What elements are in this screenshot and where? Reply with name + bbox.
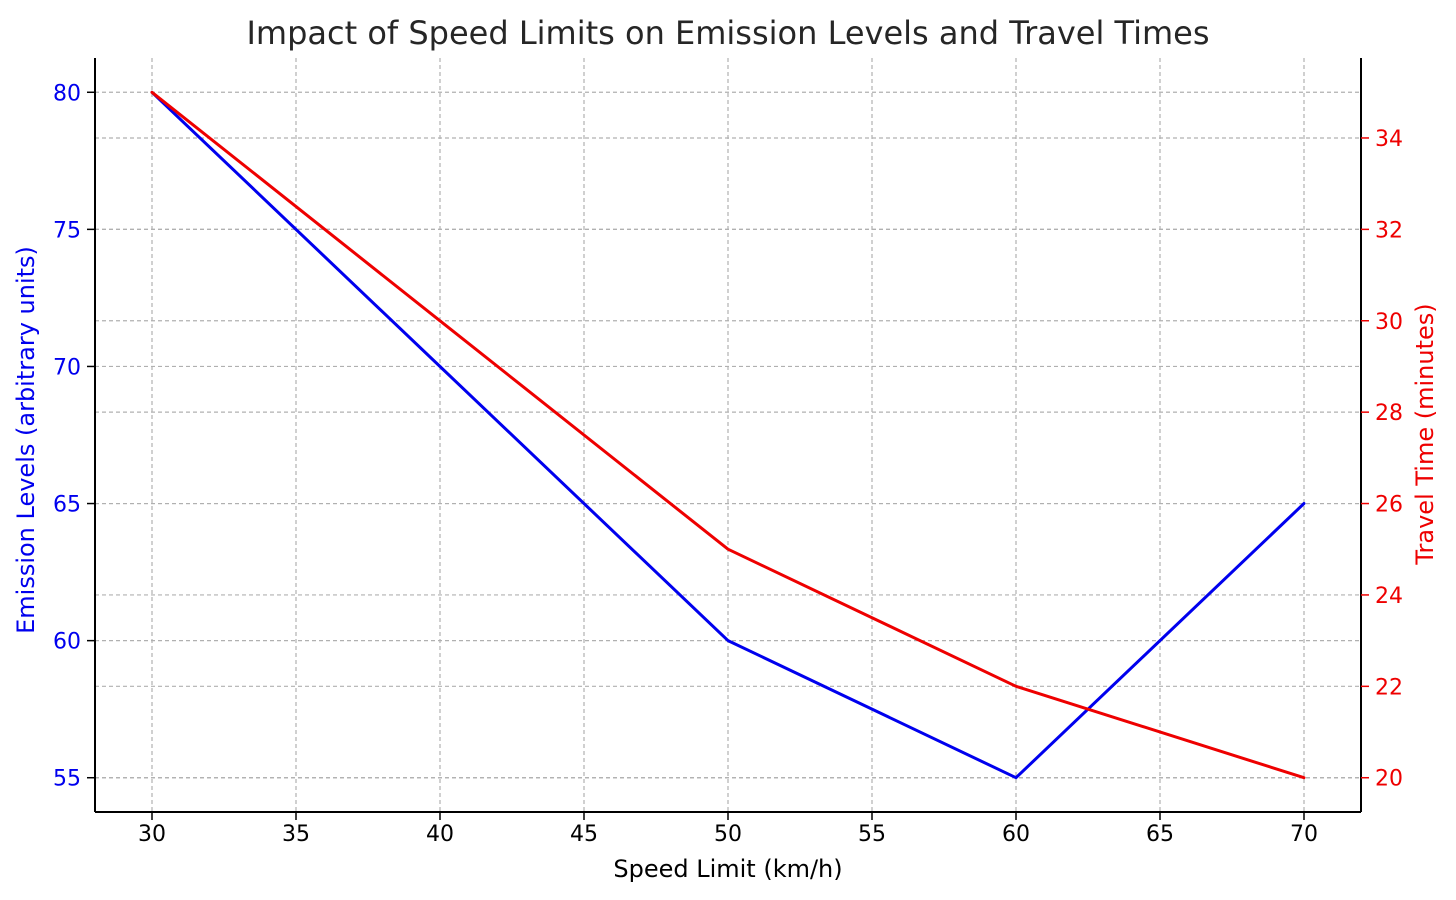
x-tick-label: 50 — [714, 822, 742, 847]
travel-time-line — [150, 90, 1306, 780]
emission-levels-line — [150, 90, 1306, 780]
y-tick-label-left: 75 — [53, 218, 81, 243]
y-tick-label-right: 24 — [1375, 584, 1403, 609]
x-tick-label: 40 — [426, 822, 454, 847]
y-tick-label-right: 32 — [1375, 218, 1403, 243]
y-tick-label-left: 55 — [53, 767, 81, 792]
x-axis-label: Speed Limit (km/h) — [613, 855, 842, 883]
y-axis-label-left: Emission Levels (arbitrary units) — [12, 246, 40, 634]
y-tick-label-right: 30 — [1375, 310, 1403, 335]
x-tick-label: 65 — [1146, 822, 1174, 847]
y-tick-label-left: 70 — [53, 355, 81, 380]
x-tick-label: 70 — [1290, 822, 1318, 847]
y-tick-label-right: 20 — [1375, 767, 1403, 792]
x-tick-label: 60 — [1002, 822, 1030, 847]
y-tick-label-left: 80 — [53, 81, 81, 106]
y-tick-label-right: 28 — [1375, 401, 1403, 426]
y-tick-label-right: 26 — [1375, 493, 1403, 518]
x-tick-label: 35 — [282, 822, 310, 847]
y-tick-label-left: 65 — [53, 493, 81, 518]
grid — [95, 58, 1361, 812]
y-axis-label-right: Travel Time (minutes) — [1411, 303, 1439, 565]
series-layer — [150, 90, 1306, 780]
chart-title: Impact of Speed Limits on Emission Level… — [246, 14, 1209, 52]
x-tick-label: 55 — [858, 822, 886, 847]
y-tick-label-left: 60 — [53, 630, 81, 655]
y-tick-label-right: 34 — [1375, 127, 1403, 152]
x-tick-label: 30 — [138, 822, 166, 847]
y-tick-label-right: 22 — [1375, 675, 1403, 700]
ticks: 30 35 40 45 50 55 60 65 70 55 60 65 70 75 80 20 22 24 26 28… — [53, 81, 1403, 847]
x-tick-label: 45 — [570, 822, 598, 847]
